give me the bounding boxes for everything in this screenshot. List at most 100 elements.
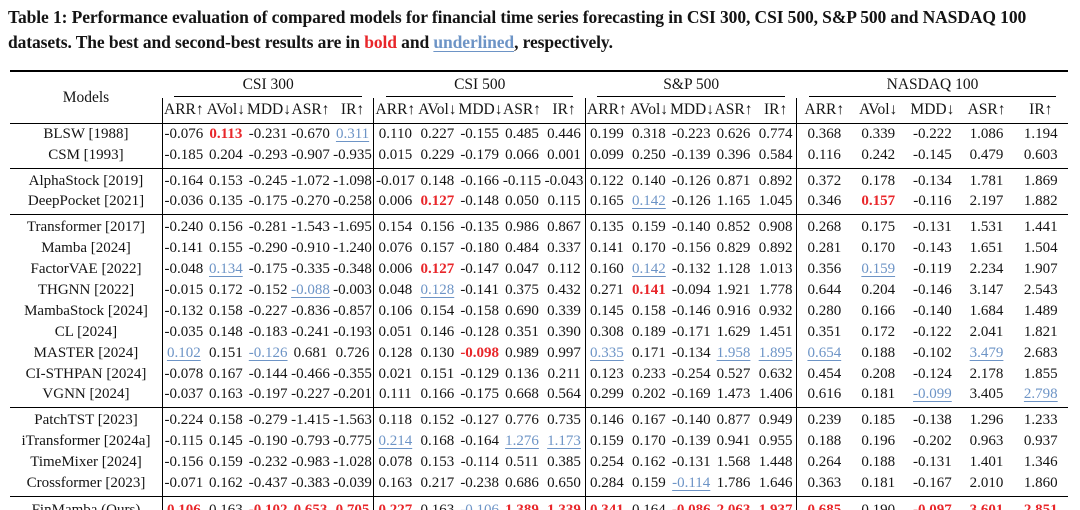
metric-value: 0.140 — [627, 167, 671, 192]
metric-value: 0.335 — [584, 342, 628, 364]
metric-value: 1.165 — [716, 193, 751, 210]
metric-column-header: AVol↓ — [851, 98, 906, 124]
metric-value: 0.299 — [584, 384, 628, 408]
metric-value: -0.145 — [913, 146, 952, 163]
caption-text: Table 1: Performance evaluation of compa… — [8, 7, 1027, 52]
metric-value: 0.650 — [547, 474, 581, 491]
metric-value: -0.910 — [291, 240, 330, 257]
metric-value: -0.466 — [291, 365, 330, 382]
metric-value: -0.131 — [671, 454, 711, 471]
metric-value: 0.527 — [716, 365, 751, 382]
results-table: Models CSI 300 CSI 500 S&P 500 NASDAQ 100 ARR… — [10, 69, 1068, 510]
metric-value: -0.126 — [248, 344, 288, 361]
metric-value: 1.684 — [969, 302, 1004, 319]
metric-value: -0.140 — [913, 302, 952, 319]
table-row: CL [2024] -0.035 0.148 -0.183 -0.241 -0.193 0.… — [10, 321, 1068, 343]
metric-value: 1.013 — [758, 261, 793, 278]
metric-value: 0.102 — [161, 342, 205, 364]
metric-value: 1.173 — [547, 433, 581, 450]
metric-value: -0.098 — [460, 344, 500, 361]
metric-value: 0.705 — [331, 495, 374, 510]
metric-value: -0.132 — [161, 300, 205, 322]
metric-value: -0.141 — [460, 281, 500, 298]
metric-value: 0.955 — [758, 433, 793, 450]
metric-value: 0.162 — [632, 454, 666, 471]
metric-value: -0.048 — [161, 259, 205, 280]
metric-value: 0.188 — [796, 431, 852, 453]
metric-value: -0.129 — [460, 365, 500, 382]
metric-value: 0.372 — [796, 167, 852, 192]
metric-value: -0.140 — [670, 407, 713, 432]
metric-value: 0.233 — [632, 365, 666, 382]
metric-value: 0.141 — [632, 281, 666, 298]
metric-value: -0.143 — [913, 240, 952, 257]
metric-value: 0.165 — [584, 191, 628, 215]
metric-value: -0.171 — [671, 323, 711, 340]
metric-value: 0.280 — [796, 300, 852, 322]
metric-value: 0.242 — [861, 146, 896, 163]
metric-value: -0.043 — [543, 167, 586, 192]
metric-value: 0.050 — [505, 193, 539, 210]
metric-value: -0.114 — [672, 474, 711, 491]
metric-value: 0.148 — [416, 167, 459, 192]
metric-value: 0.375 — [505, 281, 539, 298]
metric-value: 1.406 — [758, 386, 793, 403]
metric-value: -0.232 — [248, 454, 288, 471]
metric-value: -0.146 — [913, 281, 952, 298]
metric-value: -0.258 — [333, 193, 372, 210]
model-name: AlphaStock [2019] — [10, 167, 163, 192]
metric-value: -0.114 — [460, 454, 499, 471]
metric-value: -0.135 — [458, 214, 501, 239]
metric-value: -1.240 — [333, 240, 372, 257]
metric-value: 0.164 — [627, 495, 671, 510]
metric-value: 0.204 — [209, 146, 243, 163]
table-row: DeepPocket [2021] -0.036 0.135 -0.175 -0.270… — [10, 191, 1068, 215]
metric-value: 0.163 — [204, 495, 248, 510]
metric-value: 0.078 — [373, 452, 417, 473]
metric-value: 1.895 — [758, 344, 793, 361]
metric-value: 0.136 — [505, 365, 539, 382]
metric-value: -0.241 — [291, 323, 330, 340]
dataset-group-label: S&P 500 — [597, 75, 785, 98]
metric-value: -0.190 — [248, 433, 288, 450]
metric-value: 0.134 — [209, 261, 243, 278]
metric-value: 0.385 — [547, 454, 581, 471]
metric-value: 1.958 — [716, 344, 751, 361]
metric-value: 1.646 — [758, 474, 793, 491]
metric-value: 0.892 — [758, 240, 793, 257]
metric-value: -0.156 — [161, 452, 205, 473]
metric-value: 0.932 — [758, 302, 793, 319]
metric-value: -0.983 — [291, 454, 330, 471]
metric-value: 0.852 — [712, 214, 755, 239]
metric-value: 0.239 — [796, 407, 852, 432]
header-group-row: Models CSI 300 CSI 500 S&P 500 NASDAQ 100 — [10, 70, 1068, 124]
metric-value: -0.088 — [291, 281, 330, 298]
metric-value: 0.163 — [416, 495, 459, 510]
metric-column-header: IR↑ — [754, 98, 797, 124]
metric-value: -0.907 — [291, 146, 330, 163]
metric-value: 0.997 — [547, 344, 581, 361]
table-row: MASTER [2024] 0.102 0.151 -0.126 0.681 0.726 0… — [10, 342, 1068, 364]
metric-value: 0.446 — [547, 125, 581, 142]
metric-value: 0.166 — [861, 302, 896, 319]
metric-value: 0.159 — [209, 454, 243, 471]
model-name: CL [2024] — [54, 323, 118, 340]
metric-value: 0.726 — [335, 344, 370, 361]
metric-value: 0.484 — [505, 240, 539, 257]
metric-value: -0.152 — [248, 281, 288, 298]
metric-value: 0.170 — [632, 240, 666, 257]
metric-column-header: ARR↑ — [373, 98, 417, 124]
metric-value: 0.181 — [861, 474, 896, 491]
metric-value: 0.066 — [505, 146, 539, 163]
metric-value: 0.047 — [505, 261, 539, 278]
metric-value: 0.774 — [758, 125, 793, 142]
metric-value: 0.160 — [584, 259, 628, 280]
caption-bold-word: bold — [364, 31, 397, 52]
metric-value: -0.238 — [460, 474, 500, 491]
metric-value: 0.229 — [420, 146, 455, 163]
metric-value: 0.154 — [373, 214, 417, 239]
metric-value: 0.877 — [712, 407, 755, 432]
metric-value: 0.163 — [209, 386, 243, 403]
metric-value: 0.644 — [796, 279, 852, 301]
metric-value: 0.156 — [416, 214, 459, 239]
